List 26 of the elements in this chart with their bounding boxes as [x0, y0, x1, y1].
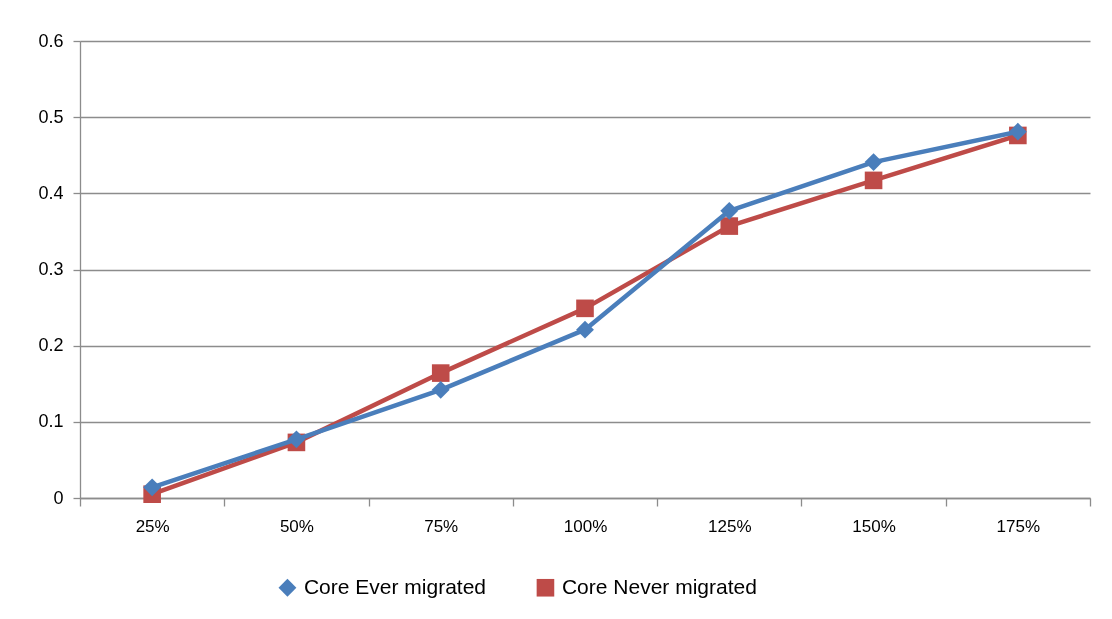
point [720, 217, 739, 235]
point [576, 320, 594, 339]
x-tick-label: 125% [708, 516, 752, 536]
point [1008, 122, 1027, 141]
point [864, 153, 883, 172]
x-tick-label: 100% [563, 516, 608, 536]
point [864, 171, 883, 190]
y-tick-label: 0.5 [38, 106, 64, 127]
y-tick-label: 0.2 [38, 335, 64, 356]
x-tick-label: 75% [424, 516, 459, 536]
legend-label: Core Never migrated [561, 574, 757, 598]
point [576, 299, 594, 318]
y-tick-label: 0 [53, 487, 64, 508]
y-tick-label: 0.3 [38, 259, 64, 279]
x-tick-label: 175% [996, 516, 1041, 536]
point [431, 380, 450, 399]
x-tick-label: 150% [852, 516, 896, 536]
y-tick-label: 0.6 [38, 30, 64, 51]
x-tick-label: 25% [135, 516, 170, 536]
point [143, 478, 162, 497]
legend-label: Core Ever migrated [303, 574, 487, 598]
y-tick-label: 0.4 [38, 182, 64, 203]
point [720, 201, 739, 220]
x-tick-label: 50% [279, 516, 314, 536]
y-tick-label: 0.1 [38, 411, 64, 432]
point [431, 364, 450, 382]
